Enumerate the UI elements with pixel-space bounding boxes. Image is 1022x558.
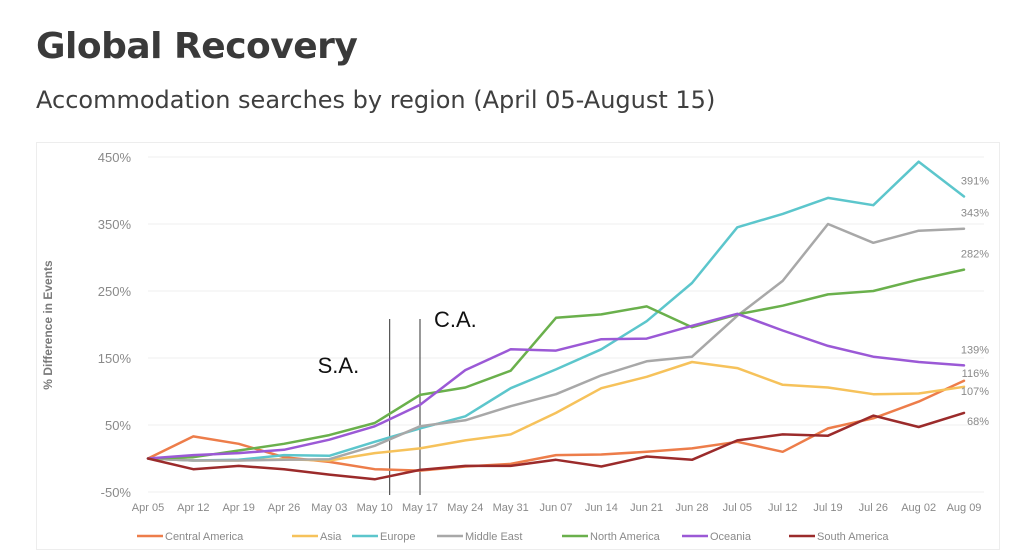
x-tick-label: Apr 12 [177,502,209,514]
series-line-middle-east [146,222,966,462]
x-tick-label: Jun 14 [585,502,618,514]
x-tick-label: Aug 09 [947,502,982,514]
annotation-label: S.A. [318,353,360,378]
x-tick-label: Jun 07 [539,502,572,514]
grid-lines [148,156,984,493]
x-tick-label: Jul 05 [723,502,752,514]
y-tick-label: 250% [98,284,132,299]
line-chart: -50%50%150%250%350%450% Apr 05 Apr 12 Apr … [41,150,989,543]
end-value-labels: 391% 343% 282% 139% 116% 107% 68% [961,176,989,428]
end-value-label: 116% [962,368,990,380]
annotation-label: C.A. [434,307,477,332]
x-tick-label: Jul 26 [859,502,888,514]
legend-label: Asia [320,531,342,543]
chart-frame: -50% 50% 150% 250% 350% 450% Apr 05 Apr 12 Apr … [36,142,1000,550]
legend-label: Central America [165,531,244,543]
series-lines [146,160,966,481]
x-tick-label: Aug 02 [901,502,936,514]
y-tick-label: 50% [105,418,131,433]
page-title: Global Recovery [36,26,358,67]
x-tick-label: Jul 12 [768,502,797,514]
end-value-label: 139% [961,344,989,356]
x-tick-label: Jul 19 [813,502,842,514]
end-value-label: 68% [967,416,989,428]
x-tick-label: May 03 [311,502,347,514]
y-tick-label: 150% [98,351,132,366]
end-value-label: 343% [961,208,989,220]
x-tick-label: Jun 28 [675,502,708,514]
y-axis: -50% 50% 150% 250% 350% 450% [98,150,132,500]
series-line-oceania [146,312,966,460]
page-subtitle: Accommodation searches by region (April … [36,86,716,114]
x-axis: Apr 05 Apr 12 Apr 19 Apr 26 May 03 May 10 May … [132,502,982,514]
legend-label: North America [590,531,661,543]
series-line-europe [146,160,966,462]
x-tick-label: Apr 19 [222,502,254,514]
legend-label: South America [817,531,889,543]
y-axis-label: % Difference in Events [41,260,55,390]
series-line-south-america [146,411,966,481]
x-tick-label: Apr 05 [132,502,164,514]
y-tick-label: -50% [101,485,132,500]
legend-label: Middle East [465,531,522,543]
series-line-central-america [146,379,966,472]
series-line-north-america [146,268,966,460]
legend-label: Oceania [710,531,752,543]
end-value-label: 282% [961,249,989,261]
end-value-label: 107% [961,386,989,398]
annotations: S.A. C.A. [318,307,477,495]
x-tick-label: May 10 [357,502,393,514]
x-tick-label: Apr 26 [268,502,300,514]
y-tick-label: 350% [98,217,132,232]
end-value-label: 391% [961,176,989,188]
x-tick-label: Jun 21 [630,502,663,514]
x-tick-label: May 31 [493,502,529,514]
legend-label: Europe [380,531,415,543]
x-tick-label: May 24 [447,502,483,514]
legend: Central America Asia Europe Middle East Nort… [137,531,889,543]
x-tick-label: May 17 [402,502,438,514]
y-tick-label: 450% [98,150,132,165]
